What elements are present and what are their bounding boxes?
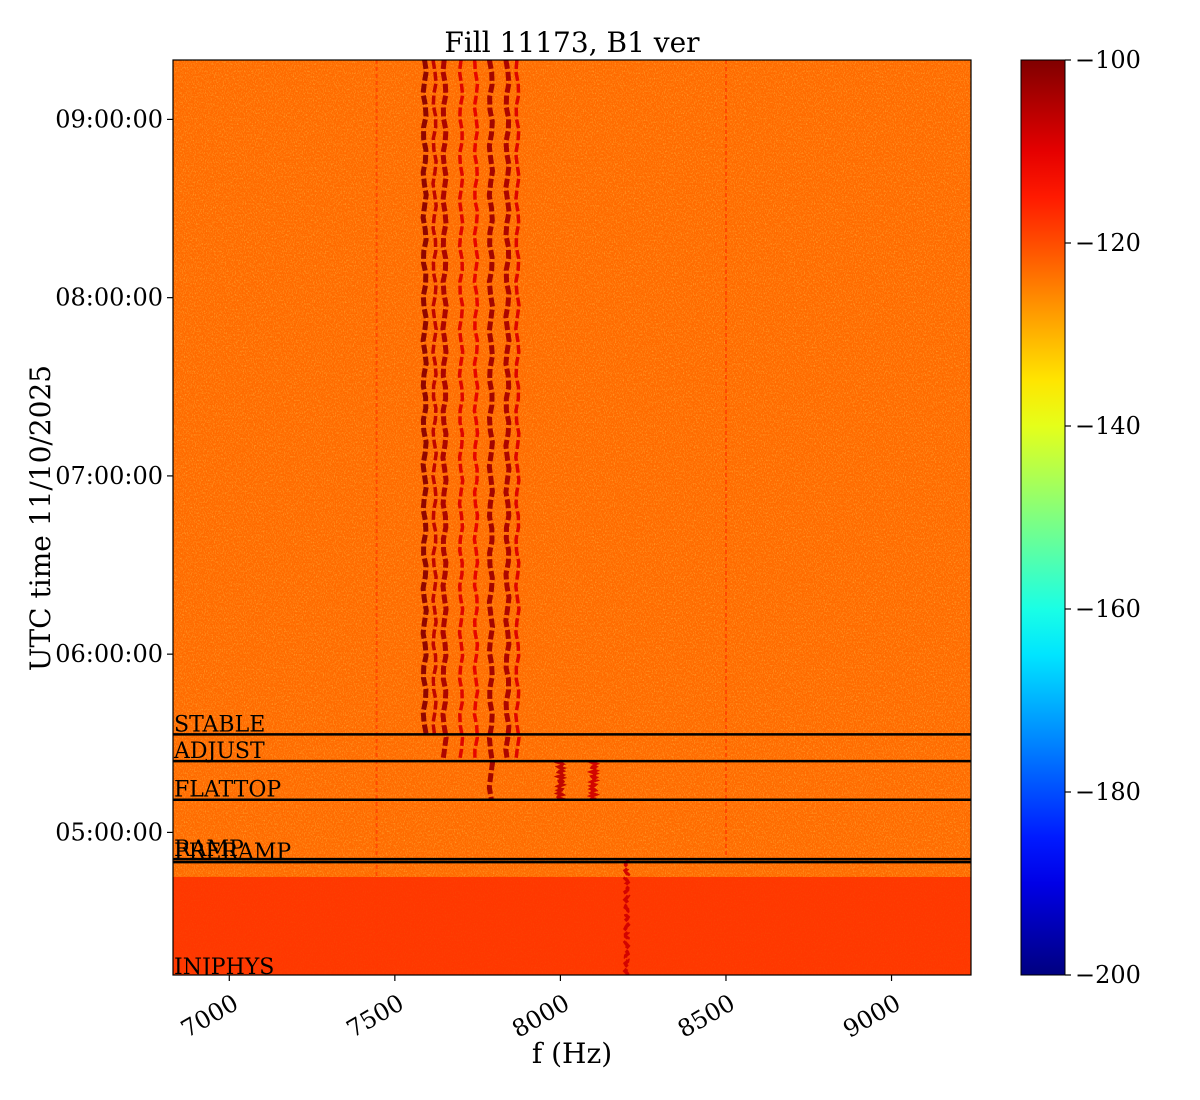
x-tick-label: 7500 <box>342 989 409 1044</box>
spectral-line <box>431 60 438 735</box>
heatmap-background <box>173 60 971 975</box>
spectral-line <box>420 60 429 735</box>
spectral-line <box>486 60 496 801</box>
y-tick-label: 06:00:00 <box>55 640 163 668</box>
spectral-line <box>503 60 512 762</box>
heatmap-low-band-noise <box>173 876 971 975</box>
spectral-lines <box>375 60 727 975</box>
spectral-line <box>457 60 465 762</box>
chart-title: Fill 11173, B1 ver <box>444 26 700 59</box>
plot-frame <box>172 59 972 976</box>
beam-mode-label: INJPHYS <box>174 955 274 980</box>
y-tick-label: 07:00:00 <box>55 462 163 490</box>
colorbar-tick-label: −180 <box>1075 778 1141 806</box>
colorbar-tick-label: −200 <box>1075 961 1141 989</box>
beam-mode-label: PRERAMP <box>174 840 291 865</box>
colorbar-tick-label: −140 <box>1075 412 1141 440</box>
beam-mode-label: ADJUST <box>173 739 265 764</box>
heatmap-noise <box>173 60 971 975</box>
spectral-line <box>586 759 601 801</box>
colorbar-gradient <box>1020 59 1066 976</box>
spectral-line <box>440 60 449 762</box>
spectral-line <box>622 858 631 975</box>
x-axis: 7000 7500 8000 8500 9000 <box>176 975 905 1043</box>
beam-mode-label: FLATTOP <box>174 778 281 803</box>
colorbar-tick-label: −160 <box>1075 595 1141 623</box>
x-tick-label: 9000 <box>838 989 905 1044</box>
colorbar: −100 −120 −140 −160 −180 −200 <box>1020 46 1141 989</box>
y-axis: 05:00:00 06:00:00 07:00:00 08:00:00 09:00:00 <box>55 105 173 846</box>
x-tick-label: 8500 <box>673 989 740 1044</box>
spectral-line <box>472 60 480 762</box>
beam-mode-label: STABLE <box>174 712 265 737</box>
spectral-line <box>514 60 521 762</box>
spectral-line <box>553 759 568 802</box>
x-tick-label: 8000 <box>507 989 574 1044</box>
y-tick-label: 09:00:00 <box>55 105 163 133</box>
colorbar-ticks: −100 −120 −140 −160 −180 −200 <box>1065 46 1141 989</box>
y-axis-label: UTC time 11/10/2025 <box>24 365 57 671</box>
y-tick-label: 05:00:00 <box>55 818 163 846</box>
colorbar-tick-label: −120 <box>1075 229 1141 257</box>
x-tick-label: 7000 <box>176 989 243 1044</box>
beam-mode-label: RAMP <box>174 837 244 862</box>
x-axis-label: f (Hz) <box>532 1037 612 1070</box>
y-tick-label: 08:00:00 <box>55 284 163 312</box>
colorbar-tick-label: −100 <box>1075 46 1141 74</box>
